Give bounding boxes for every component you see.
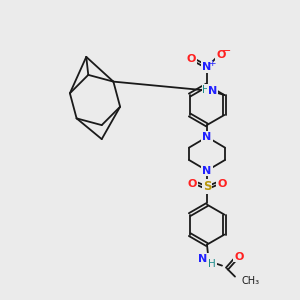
Text: O: O (217, 178, 227, 189)
Text: O: O (216, 50, 226, 60)
Text: −: − (222, 46, 232, 56)
Text: N: N (202, 62, 211, 72)
Text: H: H (202, 85, 210, 95)
Text: N: N (208, 86, 217, 96)
Text: N: N (202, 166, 211, 176)
Text: N: N (198, 254, 208, 264)
Text: H: H (208, 259, 216, 269)
Text: CH₃: CH₃ (241, 276, 259, 286)
Text: O: O (234, 252, 244, 262)
Text: S: S (203, 180, 211, 193)
Text: O: O (187, 178, 197, 189)
Text: N: N (202, 132, 211, 142)
Text: O: O (186, 54, 196, 64)
Text: +: + (208, 58, 216, 68)
